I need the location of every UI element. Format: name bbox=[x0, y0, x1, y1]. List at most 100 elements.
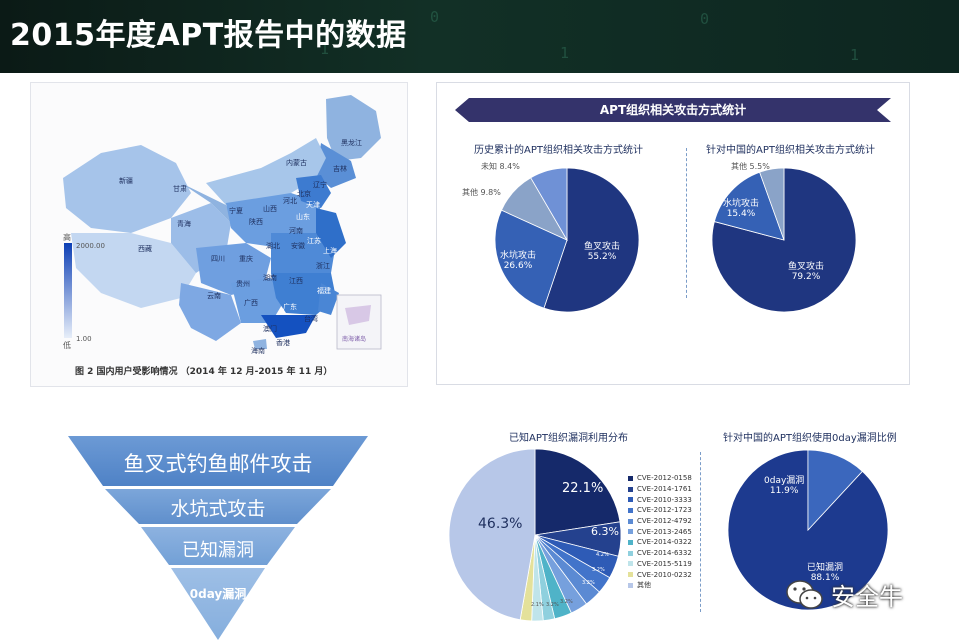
province-label: 山东 bbox=[296, 212, 310, 221]
title-bar: 1 0 1 0 1 2015年度APT报告中的数据 bbox=[0, 0, 959, 73]
pie-label-small: 3.2% bbox=[592, 567, 605, 573]
legend-item: CVE-2014-6332 bbox=[628, 548, 692, 559]
pie-label-small: 3.2% bbox=[582, 580, 595, 586]
province-label: 河北 bbox=[283, 197, 297, 205]
province-label: 广西 bbox=[244, 298, 258, 307]
map-region bbox=[179, 283, 241, 341]
map-region bbox=[296, 175, 331, 208]
province-label: 海南 bbox=[251, 346, 265, 355]
legend-swatch bbox=[628, 561, 633, 567]
legend-swatch bbox=[628, 539, 633, 545]
pyramid-label-3: 已知漏洞 bbox=[182, 540, 254, 561]
legend-item: CVE-2013-2465 bbox=[628, 526, 692, 537]
binary-decoration: 1 bbox=[850, 46, 860, 64]
pie-label-small: 3.2% bbox=[560, 599, 573, 605]
binary-decoration: 1 bbox=[560, 44, 570, 62]
china-map-panel: 高 低 2000.00 1.00 南海诸岛 黑龙江 吉林 内蒙古 辽宁 新疆 甘… bbox=[30, 82, 408, 387]
pyramid-level-4 bbox=[171, 568, 265, 640]
pie-slice-cve-2012-0158 bbox=[534, 448, 621, 536]
province-label: 甘肃 bbox=[173, 184, 187, 193]
pie-slice-水坑攻击 bbox=[494, 209, 568, 309]
province-label: 福建 bbox=[317, 286, 331, 295]
map-region bbox=[316, 143, 356, 188]
pie-label-oday: 0day漏洞 11.9% bbox=[764, 476, 805, 496]
legend-item: CVE-2015-5119 bbox=[628, 559, 692, 570]
province-label: 重庆 bbox=[239, 254, 253, 263]
right-attack-pie bbox=[711, 167, 857, 313]
legend-swatch bbox=[628, 475, 633, 481]
watermark-label: 安全牛 bbox=[831, 583, 903, 611]
province-label: 安徽 bbox=[291, 241, 305, 250]
legend-item: 其他 bbox=[628, 580, 692, 591]
legend-item: CVE-2014-0322 bbox=[628, 537, 692, 548]
pie-label-unknown: 未知 8.4% bbox=[481, 162, 520, 171]
pie-label-other: 其他 9.8% bbox=[462, 188, 501, 197]
legend-swatch bbox=[628, 486, 633, 492]
map-legend-low: 低 bbox=[63, 340, 71, 350]
legend-swatch bbox=[628, 572, 633, 578]
vuln-dist-chart-title: 已知APT组织漏洞利用分布 bbox=[509, 433, 628, 444]
legend-swatch bbox=[628, 529, 633, 535]
attack-pyramid bbox=[68, 436, 368, 640]
province-label: 湖北 bbox=[266, 241, 280, 250]
page-title: 2015年度APT报告中的数据 bbox=[10, 18, 407, 53]
pie-label-spear: 鱼叉攻击 79.2% bbox=[788, 262, 825, 282]
province-label: 天津 bbox=[306, 201, 320, 209]
map-region bbox=[318, 283, 339, 315]
pie-label-other: 其他 5.5% bbox=[731, 162, 770, 171]
province-label: 澳门 bbox=[263, 324, 277, 333]
map-region bbox=[271, 233, 336, 281]
province-label: 江苏 bbox=[307, 236, 321, 245]
map-region bbox=[71, 233, 196, 308]
china-map: 高 低 2000.00 1.00 南海诸岛 黑龙江 吉林 内蒙古 辽宁 新疆 甘… bbox=[63, 95, 382, 355]
left-attack-chart-title: 历史累计的APT组织相关攻击方式统计 bbox=[474, 145, 643, 156]
province-label: 湖南 bbox=[263, 273, 277, 282]
map-region bbox=[326, 95, 381, 161]
province-label: 辽宁 bbox=[313, 180, 327, 189]
legend-swatch bbox=[628, 550, 633, 556]
province-label: 四川 bbox=[211, 255, 225, 263]
map-region bbox=[316, 208, 346, 258]
legend-swatch bbox=[628, 518, 633, 524]
pie-slice-未知 bbox=[530, 167, 568, 242]
pyramid-label-2: 水坑式攻击 bbox=[170, 498, 266, 520]
pie-label-spear: 鱼叉攻击 55.2% bbox=[584, 242, 621, 262]
province-label: 山西 bbox=[263, 204, 277, 213]
province-label: 河南 bbox=[289, 226, 303, 235]
binary-decoration: 0 bbox=[430, 8, 440, 26]
legend-item: CVE-2012-4792 bbox=[628, 516, 692, 527]
pie-label-known: 已知漏洞 88.1% bbox=[807, 563, 844, 583]
map-region bbox=[261, 315, 316, 338]
binary-decoration: 0 bbox=[700, 10, 710, 28]
cve-legend: CVE-2012-0158 CVE-2014-1761 CVE-2010-333… bbox=[628, 473, 692, 591]
map-region bbox=[63, 145, 191, 233]
pie-label-water: 水坑攻击 15.4% bbox=[723, 199, 760, 219]
map-region bbox=[231, 278, 286, 323]
wechat-icon bbox=[786, 579, 823, 609]
province-label: 台湾 bbox=[304, 314, 318, 323]
chart-divider bbox=[686, 148, 687, 298]
province-label: 黑龙江 bbox=[341, 138, 362, 147]
pie-slice-其他 bbox=[759, 167, 785, 241]
pie-slice-其他 bbox=[448, 448, 536, 621]
pie-slice-鱼叉攻击 bbox=[543, 167, 640, 313]
province-label: 香港 bbox=[276, 338, 290, 347]
pie-label-small: 2.1% bbox=[531, 602, 544, 608]
province-label: 云南 bbox=[207, 291, 221, 300]
binary-decoration: 1 bbox=[320, 40, 330, 58]
right-attack-chart-title: 针对中国的APT组织相关攻击方式统计 bbox=[706, 145, 875, 156]
province-label: 北京 bbox=[297, 189, 311, 198]
map-legend-max: 2000.00 bbox=[76, 242, 105, 250]
pyramid-label-4: 0day漏洞 bbox=[189, 587, 247, 601]
province-label: 西藏 bbox=[138, 244, 152, 253]
map-region bbox=[206, 138, 326, 205]
pyramid-level-3 bbox=[141, 527, 295, 565]
pie-label-cve-2012-0158: 22.1% bbox=[562, 481, 604, 496]
legend-swatch bbox=[628, 582, 633, 588]
map-region bbox=[253, 339, 267, 349]
wechat-watermark: 安全牛 bbox=[785, 577, 903, 612]
pyramid-level-2 bbox=[105, 489, 331, 524]
pie-slice-水坑攻击 bbox=[713, 171, 785, 241]
pyramid-level-1 bbox=[68, 436, 368, 486]
pyramid-label-1: 鱼叉式钓鱼邮件攻击 bbox=[123, 452, 313, 476]
